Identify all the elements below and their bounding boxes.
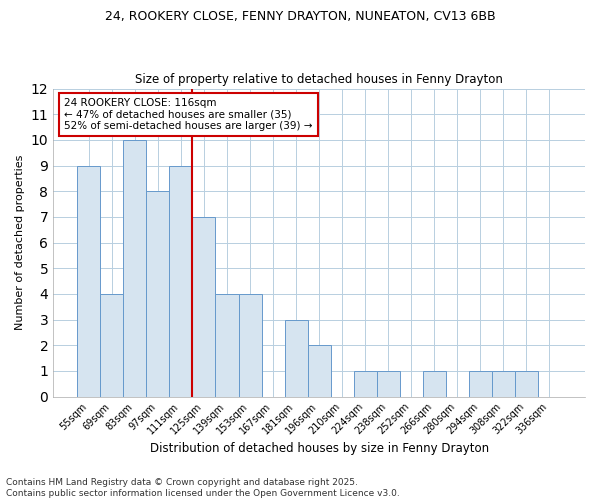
Y-axis label: Number of detached properties: Number of detached properties bbox=[15, 155, 25, 330]
Bar bbox=[100, 294, 124, 396]
X-axis label: Distribution of detached houses by size in Fenny Drayton: Distribution of detached houses by size … bbox=[149, 442, 488, 455]
Bar bbox=[515, 371, 538, 396]
Text: 24, ROOKERY CLOSE, FENNY DRAYTON, NUNEATON, CV13 6BB: 24, ROOKERY CLOSE, FENNY DRAYTON, NUNEAT… bbox=[104, 10, 496, 23]
Bar bbox=[422, 371, 446, 396]
Title: Size of property relative to detached houses in Fenny Drayton: Size of property relative to detached ho… bbox=[135, 73, 503, 86]
Bar bbox=[239, 294, 262, 396]
Bar bbox=[284, 320, 308, 396]
Text: Contains HM Land Registry data © Crown copyright and database right 2025.
Contai: Contains HM Land Registry data © Crown c… bbox=[6, 478, 400, 498]
Bar bbox=[169, 166, 193, 396]
Bar bbox=[377, 371, 400, 396]
Bar bbox=[124, 140, 146, 396]
Text: 24 ROOKERY CLOSE: 116sqm
← 47% of detached houses are smaller (35)
52% of semi-d: 24 ROOKERY CLOSE: 116sqm ← 47% of detach… bbox=[64, 98, 313, 131]
Bar bbox=[492, 371, 515, 396]
Bar bbox=[308, 345, 331, 397]
Bar bbox=[146, 191, 169, 396]
Bar bbox=[193, 217, 215, 396]
Bar bbox=[215, 294, 239, 396]
Bar bbox=[469, 371, 492, 396]
Bar bbox=[353, 371, 377, 396]
Bar bbox=[77, 166, 100, 396]
